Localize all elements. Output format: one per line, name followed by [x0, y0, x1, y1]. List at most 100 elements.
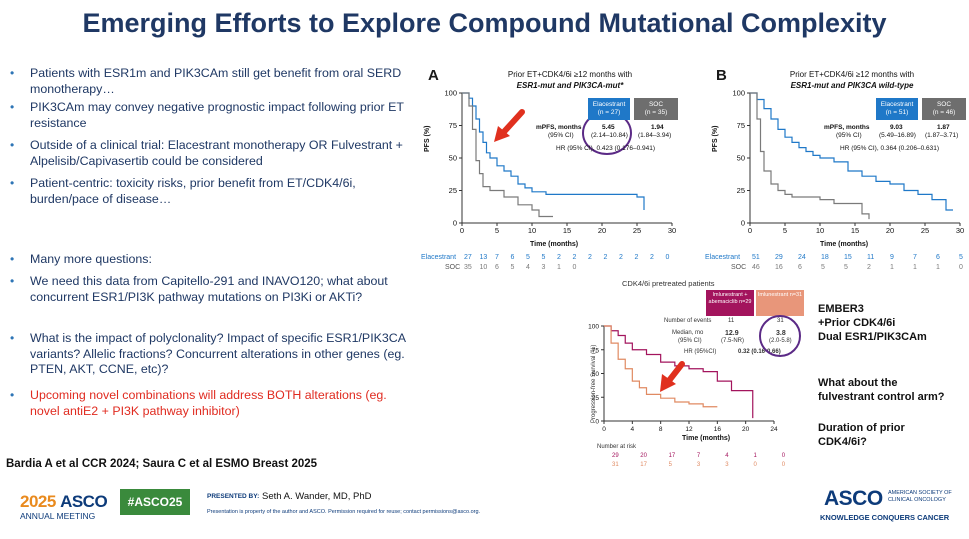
risk-count: 15: [844, 254, 852, 261]
bullet-item: Patients with ESR1m and PIK3CAm still ge…: [8, 66, 408, 100]
risk-count: 2: [603, 254, 608, 261]
x-tick-label: 16: [714, 426, 722, 433]
arrow-head: [660, 374, 676, 392]
x-tick-label: 20: [886, 226, 894, 235]
panel-a-ylabel: PFS (%): [424, 125, 431, 152]
asco-tagline: KNOWLEDGE CONQUERS CANCER: [820, 513, 950, 522]
risk-count: 13: [479, 254, 488, 261]
risk-count: 5: [821, 264, 825, 271]
ember-events1: 11: [728, 318, 735, 324]
risk-count: 7: [696, 453, 701, 459]
y-tick-label: 100: [588, 324, 599, 331]
risk-count: 5: [959, 254, 963, 261]
risk-count: 3: [725, 462, 729, 468]
risk-count: 20: [640, 453, 647, 459]
arrow-shaft: [665, 361, 685, 385]
km-curve-arm1: [750, 92, 953, 211]
arrow-head: [494, 126, 510, 142]
risk-count: 29: [775, 254, 783, 261]
km-curve-arm1: [604, 325, 754, 419]
x-tick-label: 25: [921, 226, 929, 235]
panel-a-mpfs-label: mPFS, months: [536, 124, 582, 131]
y-tick-label: 25: [449, 186, 457, 195]
ember-note-3: Duration of prior CDK4/6i?: [818, 422, 905, 448]
risk-count: 5: [668, 462, 672, 468]
red-arrow-icon: [494, 109, 525, 142]
panel-b-ci2: (1.87–3.71): [925, 132, 959, 139]
risk-count: 1: [936, 264, 940, 271]
risk-count: 29: [612, 453, 619, 459]
risk-count: 6: [495, 264, 499, 271]
x-tick-label: 20: [742, 426, 750, 433]
km-curve-arm2: [604, 325, 718, 408]
panel-b-risk-elac-label: Elacestrant: [705, 254, 741, 261]
y-tick-label: 75: [737, 121, 745, 130]
x-tick-label: 4: [631, 426, 635, 433]
red-arrow-icon: [660, 361, 685, 392]
panel-b-mpfs1: 9.03: [890, 124, 903, 131]
risk-count: 4: [725, 453, 729, 459]
panel-a-km-plot: 100 75 50 25 00 5 10 15 20 25 30: [444, 89, 676, 236]
risk-count: 0: [781, 453, 786, 459]
presenter-name: Seth A. Wander, MD, PhD: [262, 491, 372, 502]
panel-a-arm1-badge: Elacestrant (n = 27): [588, 98, 630, 120]
y-tick-label: 0: [741, 219, 745, 228]
risk-count: 9: [890, 254, 894, 261]
risk-count: 6: [510, 254, 515, 261]
y-tick-label: 75: [449, 121, 457, 130]
bullet-item: Outside of a clinical trial: Elacestrant…: [8, 138, 408, 176]
panel-a-hr: HR (95% CI), 0.423 (0.176–0.941): [556, 145, 655, 152]
ember-median1: 12.9: [725, 330, 739, 337]
panel-a-xlabel: Time (months): [530, 241, 579, 248]
panel-a-subtitle: ESR1-mut and PIK3CA-mut*: [516, 81, 624, 90]
x-tick-label: 5: [495, 226, 499, 235]
y-tick-label: 75: [592, 347, 600, 354]
panel-b-risk-soc-label: SOC: [731, 264, 747, 271]
x-tick-label: 30: [956, 226, 964, 235]
panel-a-ci1: (2.14–10.84): [591, 132, 628, 139]
risk-count: 5: [510, 264, 515, 271]
x-tick-label: 15: [563, 226, 571, 235]
panel-b-mpfs2: 1.87: [937, 124, 950, 131]
ember-median2: 3.8: [776, 330, 786, 337]
bullet-item: Patient-centric: toxicity risks, prior b…: [8, 176, 408, 252]
hashtag-badge: #ASCO25: [120, 489, 190, 515]
ember-events2: 31: [777, 318, 784, 324]
risk-count: 16: [775, 264, 783, 271]
y-tick-label: 50: [737, 154, 745, 163]
x-tick-label: 0: [460, 226, 464, 235]
bullet-item: What is the impact of polyclonality? Imp…: [8, 331, 408, 388]
panel-b-hr: HR (95% CI), 0.364 (0.206–0.631): [840, 145, 939, 152]
panel-a-ci2: (1.84–3.94): [638, 132, 672, 139]
km-curve-arm2: [750, 92, 870, 220]
km-curve-arm1: [462, 92, 645, 210]
x-tick-label: 15: [851, 226, 859, 235]
risk-count: 5: [844, 264, 848, 271]
risk-count: 51: [752, 254, 760, 261]
bullet-item: PIK3CAm may convey negative prognostic i…: [8, 100, 408, 138]
ember-note-1: EMBER3 +Prior CDK4/6i Dual ESR1/PIK3CAm: [818, 303, 927, 343]
y-tick-label: 100: [732, 89, 745, 98]
asco-annual-meeting-logo: 2025 ASCO: [20, 492, 108, 511]
risk-count: 2: [867, 264, 871, 271]
risk-count: 17: [640, 462, 647, 468]
highlight-circle-icon: [759, 315, 801, 357]
panel-a-letter: A: [428, 67, 439, 84]
asco-society-label: AMERICAN SOCIETY OF CLINICAL ONCOLOGY: [888, 490, 952, 503]
panel-b-arm1-badge: Elacestrant (n = 51): [876, 98, 918, 120]
risk-count: 0: [753, 462, 757, 468]
risk-count: 2: [634, 254, 639, 261]
ember-title: CDK4/6i pretreated patients: [622, 279, 715, 288]
panel-b-ci1: (5.49–16.89): [879, 132, 916, 139]
risk-count: 6: [936, 254, 940, 261]
asco-meeting-label: ANNUAL MEETING: [20, 511, 96, 521]
risk-count: 5: [541, 254, 546, 261]
x-tick-label: 25: [633, 226, 641, 235]
risk-count: 10: [479, 264, 488, 271]
ember-km-plot: 100 75 50 25 00 4 8 12 16 20 24: [588, 315, 801, 433]
y-tick-label: 25: [737, 186, 745, 195]
ember-hr: 0.32 (0.16-0.66): [738, 349, 781, 355]
x-tick-label: 10: [816, 226, 824, 235]
risk-count: 3: [696, 462, 701, 468]
ember-hr-label: HR (95%CI): [684, 349, 717, 355]
